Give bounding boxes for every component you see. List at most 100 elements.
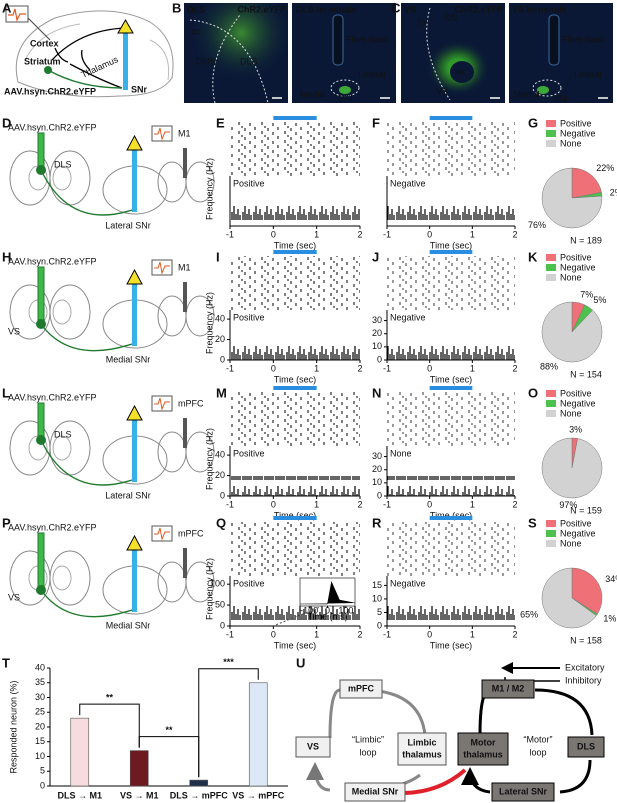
striatum-outline — [52, 435, 72, 461]
x-tick-label: VS → M1 — [120, 790, 159, 800]
limbic-loop — [315, 688, 427, 792]
panel-letter: E — [216, 115, 225, 130]
panel-letter: B — [172, 0, 181, 15]
x-tick-label: 1 — [314, 363, 319, 373]
pie-label: 3% — [569, 425, 582, 435]
y-axis-label: Frequency (Hz) — [204, 292, 214, 354]
m1m2-box-text: M1 / M2 — [492, 683, 525, 693]
inset-tick-label: -100 — [300, 605, 318, 615]
panel-letter: M — [216, 385, 227, 400]
y-tick-label: 30 — [372, 451, 382, 461]
response-label: Negative — [390, 578, 426, 588]
bar — [248, 682, 268, 787]
y-tick-label: 20 — [215, 334, 225, 344]
significance-bracket — [198, 668, 259, 778]
image-label: Fiber track — [346, 34, 389, 44]
trace — [154, 527, 170, 541]
recording-box — [151, 125, 173, 142]
x-tick-label: 1 — [470, 229, 475, 239]
slice-outline — [49, 284, 91, 340]
region-label: Thalamus — [80, 54, 120, 80]
legend-swatch — [546, 540, 556, 547]
panel-letter: R — [372, 515, 382, 530]
stimulus — [429, 386, 473, 390]
slice-outline — [49, 550, 91, 606]
legend-swatch — [546, 520, 556, 527]
slice-outline — [185, 431, 215, 473]
striatum-outline — [52, 565, 72, 591]
image-label: ChR2.eYFP — [237, 4, 286, 14]
y-tick-label: 0 — [377, 620, 382, 630]
y-tick-label: 40 — [215, 449, 225, 459]
y-tick-label: 40 — [215, 313, 225, 323]
light-source — [126, 404, 143, 421]
image-label: VS — [436, 86, 448, 96]
panel-letter: U — [296, 655, 305, 670]
x-axis-label: Time (sec) — [274, 374, 316, 384]
panel-letter: F — [372, 115, 380, 130]
target-label: mPFC — [178, 398, 204, 408]
image-label: DMS — [196, 56, 216, 66]
loop-label: “Limbic” — [352, 734, 384, 744]
legend-label: Positive — [560, 252, 592, 262]
projection — [40, 589, 133, 618]
y-tick-label: 35 — [35, 677, 45, 687]
pie-label: 34% — [605, 574, 617, 584]
site-label: VS — [8, 592, 20, 602]
pie-slice — [541, 437, 603, 499]
motor-loop — [470, 688, 594, 794]
projection — [40, 439, 133, 486]
x-tick-label: 0 — [271, 363, 276, 373]
response-label: None — [390, 448, 412, 458]
snr-label: Lateral SNr — [105, 490, 151, 500]
site-label: VS — [8, 326, 20, 336]
medial-snr-box — [344, 782, 406, 802]
lateral-snr-box — [491, 782, 555, 802]
y-tick-label: 0 — [377, 490, 382, 500]
image-label: DLS — [240, 56, 258, 66]
significance-label: ** — [165, 725, 173, 735]
slice-outline — [157, 295, 187, 337]
panel-letter: H — [2, 249, 11, 264]
x-tick-label: 2 — [512, 363, 517, 373]
significance-bracket — [79, 703, 140, 748]
significance-label: ** — [106, 693, 114, 703]
panel-letter: C — [391, 0, 401, 15]
legend-label: Negative — [560, 528, 596, 538]
x-axis-label: Time (sec) — [430, 640, 472, 650]
pie-label: 7% — [580, 289, 593, 299]
recording-box — [151, 395, 173, 412]
electrode — [183, 418, 187, 448]
bar — [189, 779, 209, 787]
syringe — [37, 266, 45, 321]
x-tick-label: 0 — [427, 629, 432, 639]
y-tick-label: 25 — [35, 707, 45, 717]
syringe — [37, 132, 45, 167]
image-label: DLS terminals — [296, 4, 357, 14]
panel-letter: A — [2, 0, 12, 15]
x-tick-label: DLS → mPFC — [170, 790, 229, 800]
x-tick-label: 2 — [512, 229, 517, 239]
legend-label: None — [560, 272, 582, 282]
panel-letter: L — [2, 385, 10, 400]
site-label: DLS — [54, 159, 72, 169]
region-label: Cortex — [30, 38, 59, 48]
x-axis-label: Time (sec) — [274, 640, 316, 650]
inset-tick-label: 100 — [338, 605, 353, 615]
x-tick-label: 1 — [314, 499, 319, 509]
raster — [387, 256, 515, 310]
y-tick-label: 20 — [35, 721, 45, 731]
x-axis-label: Time (sec) — [274, 240, 316, 250]
panel-letter: G — [528, 115, 538, 130]
m1m2-box — [481, 679, 535, 699]
stimulus — [273, 516, 317, 520]
y-tick-label: 15 — [372, 580, 382, 590]
limbic-thalamus-box — [397, 732, 447, 766]
raster — [230, 522, 360, 576]
limbic-thalamus-box-text: Limbic — [407, 737, 436, 747]
pie-label: 5% — [593, 295, 606, 305]
vs-box-text: VS — [307, 741, 319, 751]
image-label: DLS — [187, 4, 205, 14]
virus-label: AAV.hsyn.ChR2.eYFP — [8, 392, 97, 402]
